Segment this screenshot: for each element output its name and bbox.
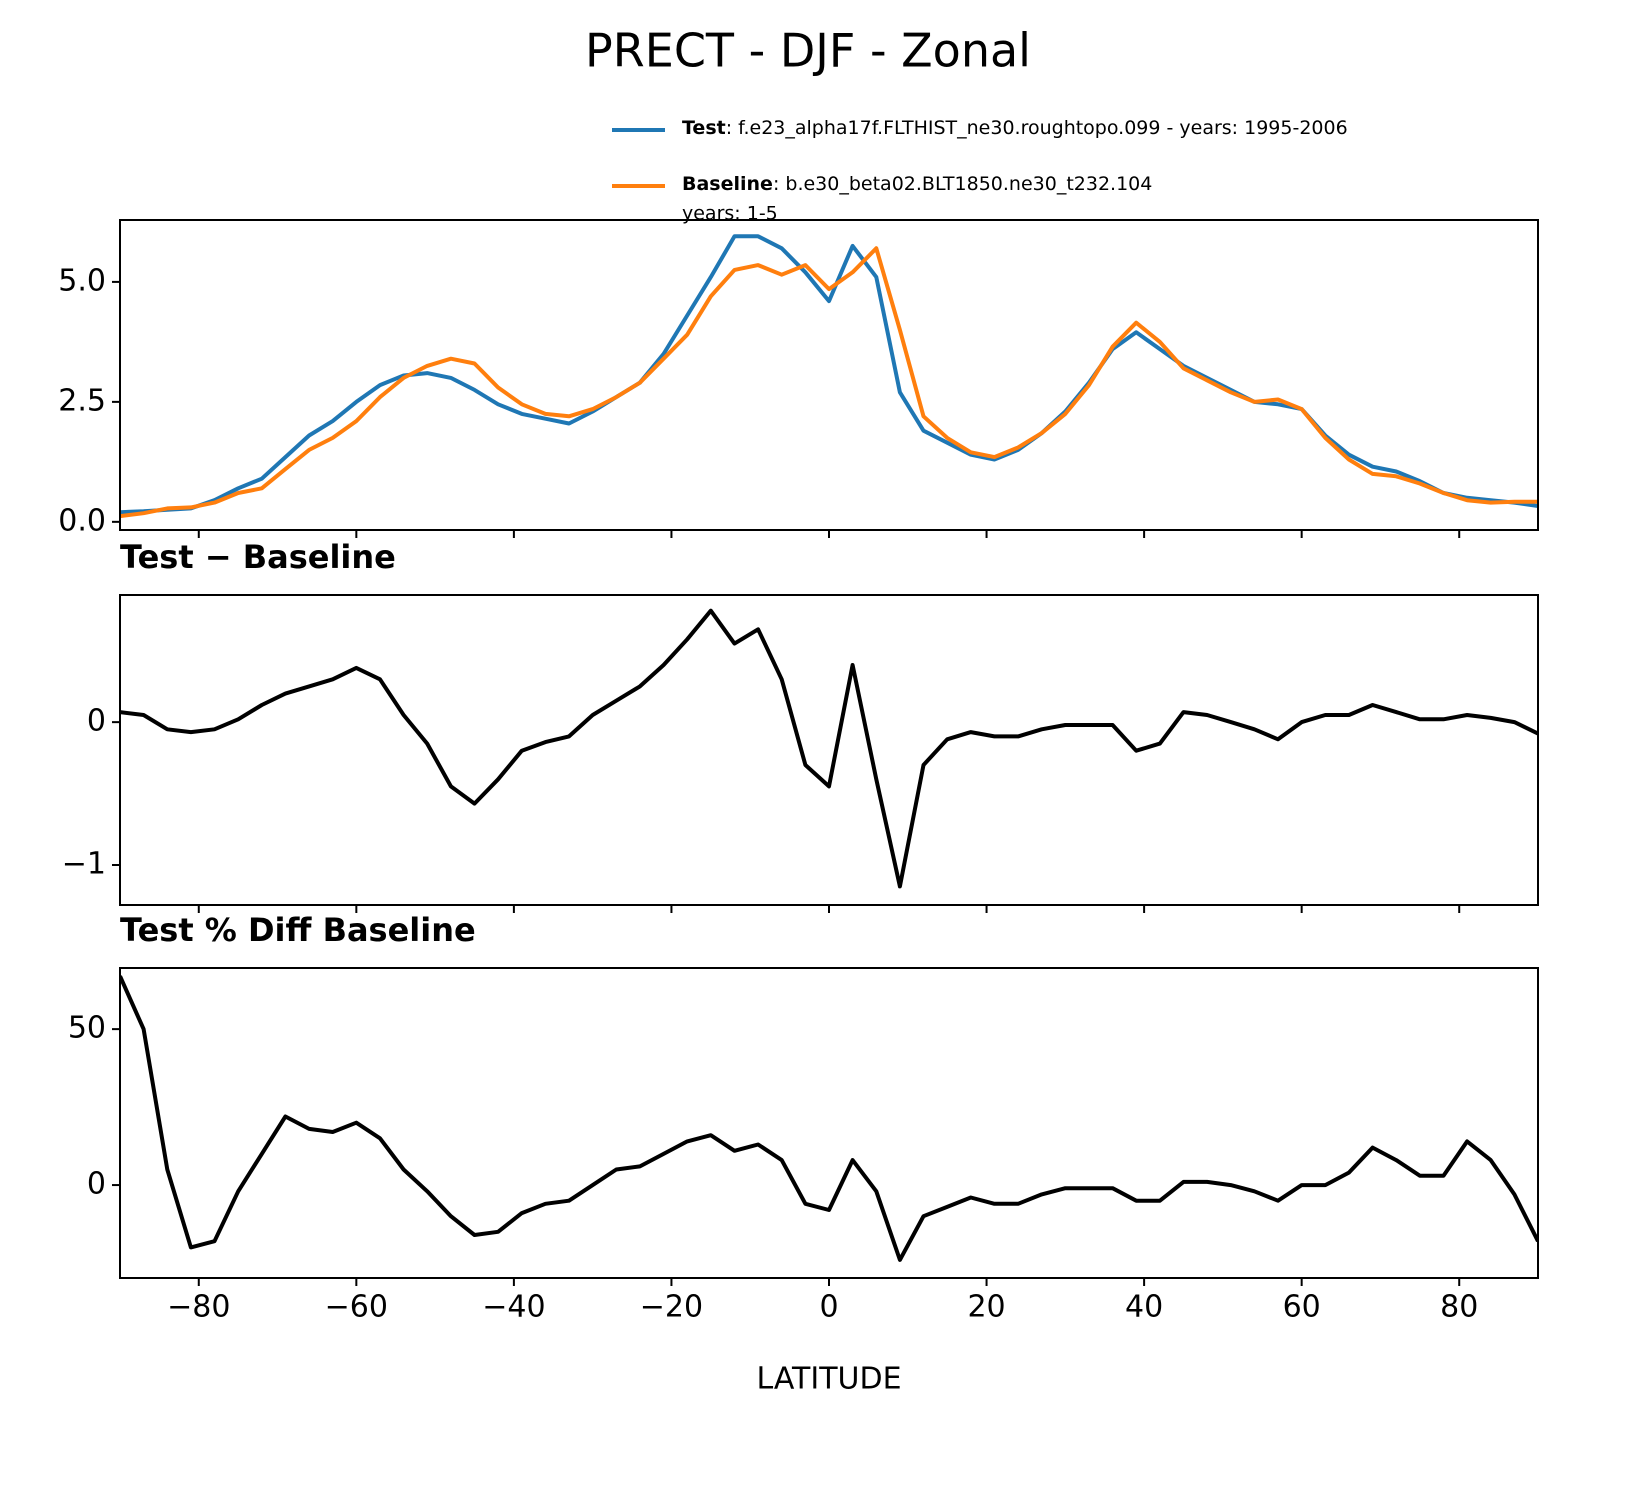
- subplot-title: Test % Diff Baseline: [120, 911, 476, 949]
- legend-name: Test: [682, 117, 726, 139]
- axes-frame: [119, 219, 1539, 531]
- subplot-title: Test − Baseline: [120, 538, 396, 576]
- x-tick-label: −20: [640, 1290, 703, 1325]
- x-tick-label: 0: [819, 1290, 838, 1325]
- legend-description: years: 1-5: [682, 203, 778, 225]
- axes-frame: [119, 594, 1539, 906]
- axes-frame: [119, 967, 1539, 1279]
- y-tick-label: 5.0: [58, 263, 106, 298]
- figure-title: PRECT - DJF - Zonal: [585, 24, 1031, 78]
- series-line: [120, 608, 1538, 889]
- y-tick-label: −1: [62, 847, 106, 882]
- legend-label: Baseline: b.e30_beta02.BLT1850.ne30_t232…: [682, 173, 1152, 195]
- x-tick-label: 80: [1440, 1290, 1478, 1325]
- x-tick-label: 40: [1125, 1290, 1163, 1325]
- y-tick-label: 0: [87, 704, 106, 739]
- legend-description: : b.e30_beta02.BLT1850.ne30_t232.104: [773, 173, 1152, 195]
- y-tick-label: 0.0: [58, 503, 106, 538]
- x-tick-label: −60: [325, 1290, 388, 1325]
- legend-name: Baseline: [682, 173, 773, 195]
- legend-description: : f.e23_alpha17f.FLTHIST_ne30.roughtopo.…: [726, 117, 1348, 139]
- legend-label: Test: f.e23_alpha17f.FLTHIST_ne30.rought…: [682, 117, 1348, 139]
- x-tick-label: −80: [167, 1290, 230, 1325]
- x-tick-label: 60: [1283, 1290, 1321, 1325]
- y-tick-label: 50: [68, 1011, 106, 1046]
- y-tick-label: 0: [87, 1167, 106, 1202]
- x-tick-label: 20: [967, 1290, 1005, 1325]
- series-line: [120, 246, 1538, 519]
- x-axis-label: LATITUDE: [756, 1362, 901, 1397]
- series-line: [120, 975, 1538, 1262]
- x-tick-label: −40: [482, 1290, 545, 1325]
- y-tick-label: 2.5: [58, 383, 106, 418]
